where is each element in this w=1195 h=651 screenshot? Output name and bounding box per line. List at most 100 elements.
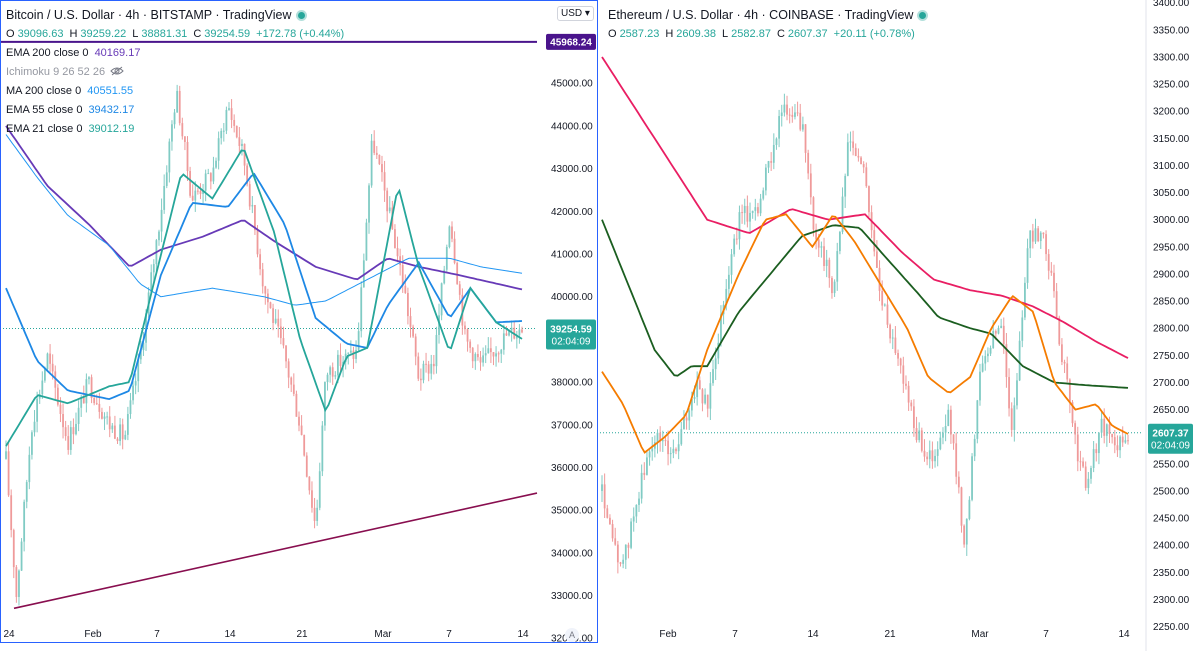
- candle-body: [505, 333, 508, 336]
- candle-body: [759, 198, 762, 214]
- y-tick-label: 3350.00: [1153, 25, 1190, 36]
- candle-body: [106, 416, 109, 418]
- candle-body: [1121, 436, 1124, 443]
- candle-body: [878, 267, 881, 291]
- candle-body: [412, 326, 414, 337]
- candle-body: [1034, 228, 1037, 242]
- indicator-value: 40169.17: [94, 47, 141, 59]
- candle-body: [46, 353, 49, 370]
- candle-body: [111, 425, 114, 430]
- candle-body: [828, 259, 831, 279]
- candle-body: [518, 329, 521, 336]
- candle-body: [1098, 432, 1100, 454]
- candle-body: [915, 428, 918, 441]
- candle-body: [1045, 234, 1047, 255]
- candle-body: [807, 152, 810, 174]
- candle-body: [409, 316, 412, 327]
- candle-body: [443, 269, 446, 284]
- eye-hidden-icon[interactable]: [110, 66, 124, 80]
- candle-body: [714, 358, 717, 370]
- candle-body: [456, 262, 459, 285]
- ohlc-label: C: [193, 28, 202, 40]
- candle-body: [269, 302, 272, 309]
- candle-body: [865, 167, 868, 187]
- candle-body: [171, 124, 173, 142]
- candle-body: [430, 363, 433, 374]
- candle-body: [394, 229, 396, 249]
- x-tick-label: 14: [224, 629, 236, 640]
- candle-body: [862, 164, 865, 168]
- candle-body: [989, 347, 992, 354]
- indicator-ema21[interactable]: EMA 21 close 0 39012.19: [6, 120, 350, 139]
- candle-body: [186, 141, 189, 172]
- candle-body: [920, 430, 923, 451]
- y-tick-label: 2300.00: [1153, 595, 1190, 606]
- candle-body: [1071, 402, 1074, 424]
- y-tick-label: 41000.00: [551, 249, 593, 260]
- candle-body: [334, 375, 337, 377]
- y-tick-label: 2950.00: [1153, 242, 1190, 253]
- candle-body: [67, 436, 70, 450]
- candle-body: [199, 191, 202, 194]
- candle-body: [246, 165, 249, 185]
- candle-body: [947, 409, 950, 427]
- ohlc-label: O: [608, 28, 617, 40]
- candle-body: [108, 416, 111, 430]
- candle-body: [984, 356, 987, 364]
- candle-body: [352, 350, 355, 359]
- candle-body: [1061, 344, 1063, 363]
- eth-chart-canvas[interactable]: 2250.00 2300.00 2350.00 2400.00 2450.00 2500.…: [600, 0, 1195, 651]
- level-price-tag-text: 45968.24: [550, 37, 592, 48]
- candle-body: [939, 437, 942, 450]
- ohlc-high-value: 2609.38: [676, 28, 717, 40]
- candle-body: [300, 425, 303, 435]
- x-tick-label: 7: [154, 629, 160, 640]
- candle-body: [69, 427, 72, 450]
- candle-body: [926, 456, 929, 460]
- level-price-tag: [546, 33, 596, 50]
- candle-body: [85, 379, 88, 404]
- candle-body: [378, 154, 381, 165]
- y-tick-label: 2800.00: [1153, 324, 1190, 335]
- candle-body: [902, 365, 905, 384]
- indicator-ma200[interactable]: MA 200 close 0 40551.55: [6, 82, 350, 101]
- candle-body: [233, 119, 236, 126]
- currency-selector[interactable]: USD ▾: [557, 6, 594, 21]
- auto-scale-button[interactable]: A: [565, 628, 579, 642]
- candle-body: [469, 341, 472, 348]
- candle-body: [905, 383, 907, 386]
- candle-body: [121, 424, 124, 440]
- candle-body: [973, 438, 976, 457]
- indicator-ema55[interactable]: EMA 55 close 0 39432.17: [6, 101, 350, 120]
- candle-body: [295, 393, 298, 417]
- candle-body: [717, 342, 720, 359]
- candle-body: [630, 521, 632, 548]
- candle-body: [799, 112, 802, 130]
- candle-body: [881, 290, 884, 306]
- eth-chart-pane[interactable]: 2250.00 2300.00 2350.00 2400.00 2450.00 2500.…: [600, 0, 1195, 651]
- btc-chart-pane[interactable]: 32000.0033000.0034000.0035000.0036000.00…: [0, 0, 600, 651]
- y-tick-label: 2750.00: [1153, 351, 1190, 362]
- candle-body: [25, 482, 28, 502]
- candle-body: [308, 476, 311, 491]
- candle-body: [780, 112, 783, 117]
- candle-body: [965, 518, 968, 545]
- candle-body: [854, 147, 857, 156]
- candle-body: [812, 197, 815, 230]
- series-line-ema-55: [601, 219, 1129, 389]
- candle-body: [124, 434, 127, 440]
- candle-body: [336, 354, 339, 376]
- candle-body: [235, 125, 238, 138]
- candle-body: [51, 363, 54, 372]
- indicator-ema200[interactable]: EMA 200 close 0 40169.17: [6, 44, 350, 63]
- candle-body: [114, 425, 116, 439]
- indicator-ichimoku[interactable]: Ichimoku 9 26 52 26: [6, 63, 350, 82]
- candle-body: [407, 292, 409, 317]
- y-tick-label: 3400.00: [1153, 0, 1190, 9]
- y-tick-label: 2350.00: [1153, 568, 1190, 579]
- candle-body: [1108, 424, 1111, 434]
- candle-body: [62, 413, 64, 428]
- candle-body: [997, 328, 1000, 334]
- btc-chart-canvas[interactable]: 32000.0033000.0034000.0035000.0036000.00…: [0, 0, 600, 651]
- candle-body: [285, 345, 287, 362]
